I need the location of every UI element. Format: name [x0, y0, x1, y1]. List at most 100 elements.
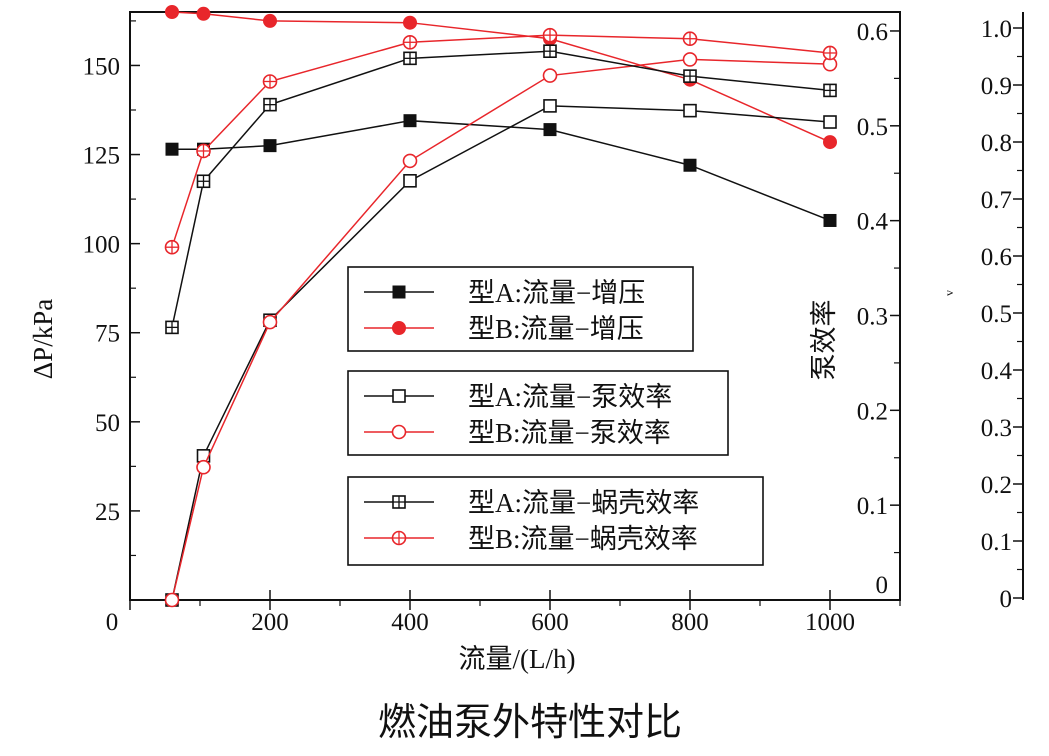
legend-label: 型B:流量−增压: [468, 314, 644, 344]
y-right-tick-label: 1.0: [981, 16, 1012, 43]
marker-shape: [262, 314, 278, 330]
data-point: [683, 158, 697, 172]
marker-shape: [263, 139, 277, 153]
marker-shape: [543, 123, 557, 137]
series-4: [164, 52, 838, 608]
marker-shape: [683, 103, 697, 118]
data-point: [263, 139, 277, 153]
x-tick-label: 400: [391, 609, 429, 636]
marker-shape: [823, 135, 837, 150]
y-right-tick-label: 0.3: [981, 415, 1012, 442]
data-point: [823, 115, 837, 129]
legend-frame: [347, 476, 764, 566]
y-mid-tick-label: 0: [876, 572, 889, 599]
x-axis-label: 流量/(L/h): [459, 644, 576, 674]
x-tick-label: 200: [251, 609, 289, 636]
legend-marker: [392, 495, 406, 509]
y-mid-tick-label: 0.5: [857, 114, 888, 141]
data-point: [165, 320, 179, 335]
data-point: [682, 31, 698, 47]
y-right-tick-label: 0.2: [981, 472, 1012, 499]
data-point: [683, 103, 697, 118]
data-point: [403, 15, 417, 30]
marker-shape: [823, 115, 837, 129]
data-point: [543, 123, 557, 137]
data-point: [402, 153, 418, 169]
y-right-tick-label: 0.7: [981, 187, 1012, 214]
x-tick-label: 0: [106, 609, 119, 636]
series-layer: [164, 5, 838, 608]
legend-item: 型A:流量−蜗壳效率: [364, 488, 699, 518]
legend-marker: [392, 285, 406, 299]
data-point: [682, 52, 698, 67]
y-right-tick-label: 0.9: [981, 73, 1012, 100]
data-point: [164, 592, 180, 608]
legend-frame: [347, 370, 729, 456]
marker-shape: [165, 142, 179, 156]
y-right-tick-label: 0: [1000, 586, 1013, 613]
x-tick-label: 800: [671, 609, 709, 636]
legend-item: 型B:流量−蜗壳效率: [364, 524, 698, 554]
data-point: [823, 213, 837, 227]
data-point: [823, 83, 837, 98]
data-point: [403, 51, 417, 66]
y-right-tick-label: 0.4: [981, 358, 1013, 385]
data-point: [823, 135, 837, 150]
legend-item: 型B:流量−增压: [364, 314, 644, 344]
data-point: [543, 44, 557, 59]
marker-shape: [683, 158, 697, 172]
series-6: [164, 27, 838, 255]
y-right-tick-label: 0.5: [981, 301, 1012, 328]
data-point: [164, 239, 180, 255]
y-left-tick-label: 150: [83, 53, 121, 80]
legend-label: 型A:流量−蜗壳效率: [468, 488, 699, 518]
y-right-tick-label: 0.6: [981, 244, 1012, 271]
marker-shape: [682, 52, 698, 67]
y-mid-tick-label: 0.6: [857, 19, 888, 46]
y-left-tick-label: 100: [83, 232, 121, 259]
plot-frame: [129, 11, 901, 601]
y-mid-tick-label: 0.4: [857, 209, 889, 236]
chart-title: 燃油泵外特性对比: [378, 702, 682, 744]
data-point: [542, 27, 558, 43]
marker-shape: [196, 459, 211, 475]
marker-shape: [391, 424, 407, 440]
legend: 型A:流量−增压型B:流量−增压型A:流量−泵效率型B:流量−泵效率型A:流量−…: [347, 266, 764, 566]
data-point: [196, 174, 211, 189]
legend-label: 型B:流量−泵效率: [468, 418, 671, 448]
marker-shape: [392, 389, 406, 403]
legend-marker: [391, 424, 407, 440]
data-point: [262, 314, 278, 330]
legend-item: 型A:流量−增压: [364, 278, 645, 308]
legend-marker: [391, 530, 407, 546]
legend-label: 型A:流量−泵效率: [468, 382, 672, 412]
marker-shape: [823, 213, 837, 227]
marker-shape: [196, 6, 211, 21]
marker-shape: [402, 153, 418, 169]
legend-marker: [392, 389, 406, 403]
marker-shape: [542, 68, 558, 83]
y-left-tick-label: 50: [95, 410, 120, 437]
data-point: [165, 5, 179, 19]
legend-item: 型B:流量−泵效率: [364, 418, 671, 448]
y-mid-tick-label: 0.2: [857, 398, 888, 425]
data-point: [263, 97, 277, 112]
legend-label: 型A:流量−增压: [468, 278, 645, 308]
marker-shape: [403, 114, 417, 128]
marker-shape: [392, 285, 406, 299]
data-point: [263, 13, 277, 28]
data-point: [165, 142, 179, 156]
y-left-tick-label: 75: [95, 321, 120, 348]
y-left-tick-label: 25: [95, 499, 120, 526]
marker-shape: [165, 5, 179, 19]
marker-shape: [164, 592, 180, 608]
data-point: [403, 174, 417, 188]
data-point: [196, 6, 211, 21]
y-left-tick-label: 125: [83, 143, 121, 170]
marker-shape: [403, 174, 417, 188]
data-point: [683, 69, 697, 83]
series-5: [165, 44, 837, 335]
x-tick-label: 1000: [805, 609, 855, 636]
